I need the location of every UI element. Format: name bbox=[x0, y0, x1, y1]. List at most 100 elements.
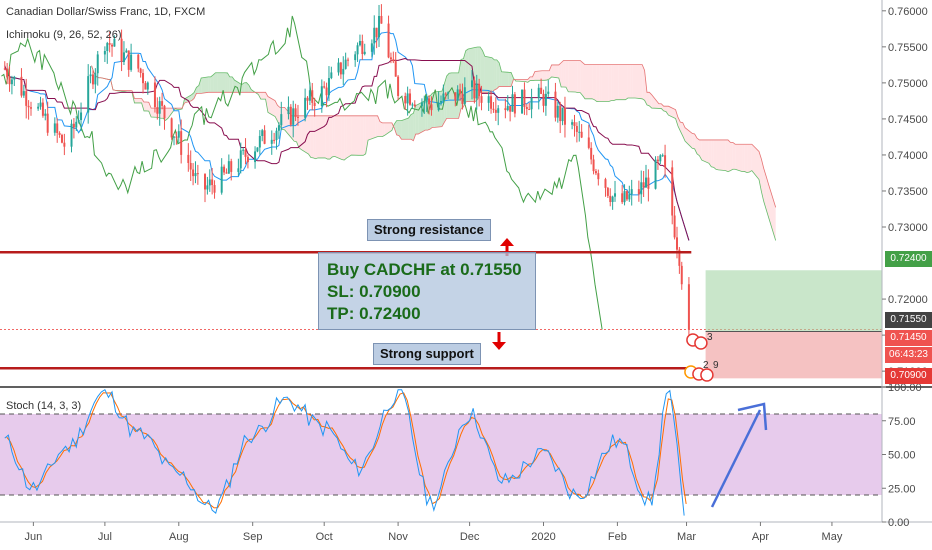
candle-body bbox=[63, 142, 66, 147]
candle-body bbox=[170, 118, 173, 138]
candle-body bbox=[289, 106, 292, 125]
resistance-label[interactable]: Strong resistance bbox=[367, 219, 491, 241]
stoch-tick-label: 0.00 bbox=[888, 517, 909, 529]
kumo-segment bbox=[368, 115, 376, 141]
candle-body bbox=[497, 108, 500, 113]
support-label[interactable]: Strong support bbox=[373, 343, 481, 365]
trade-setup-box[interactable]: Buy CADCHF at 0.71550 SL: 0.70900 TP: 0.… bbox=[318, 252, 536, 330]
candle-body bbox=[642, 182, 645, 188]
candle-body bbox=[6, 68, 9, 78]
price-tag-tp: 0.72400 bbox=[885, 251, 932, 267]
candle-body bbox=[22, 91, 25, 96]
kumo-segment bbox=[313, 115, 316, 159]
candle-body bbox=[375, 27, 378, 38]
time-tick-label: Oct bbox=[316, 531, 333, 543]
trend-arrow-head bbox=[737, 402, 768, 431]
kumo-segment bbox=[582, 62, 585, 99]
kumo-segment bbox=[730, 142, 733, 171]
kumo-segment bbox=[210, 74, 214, 93]
price-tick-label: 0.76000 bbox=[888, 6, 928, 18]
candle-body bbox=[459, 89, 462, 94]
candle-body bbox=[592, 159, 595, 172]
candle-body bbox=[103, 51, 106, 55]
candle-body bbox=[594, 171, 597, 174]
kumo-segment bbox=[508, 72, 512, 87]
kumo-segment bbox=[615, 64, 619, 100]
overlays bbox=[492, 238, 768, 508]
candle-body bbox=[480, 96, 483, 103]
candle-body bbox=[106, 43, 109, 52]
candle-body bbox=[75, 121, 78, 128]
kumo-segment bbox=[465, 48, 469, 102]
kumo-segment bbox=[329, 115, 333, 160]
candle-body bbox=[478, 83, 481, 97]
candle-body bbox=[339, 62, 342, 75]
candle-body bbox=[494, 109, 497, 113]
candle-body bbox=[323, 86, 326, 88]
candle-body bbox=[575, 126, 578, 132]
candle-body bbox=[675, 237, 678, 250]
kumo-segment bbox=[701, 139, 709, 164]
kumo-segment bbox=[241, 82, 245, 93]
kumo-segment bbox=[534, 70, 543, 81]
candle-body bbox=[287, 106, 290, 115]
candle-body bbox=[573, 122, 576, 127]
kumo-segment bbox=[677, 117, 681, 132]
kumo-segment bbox=[260, 92, 264, 100]
stoch-d-line bbox=[6, 392, 687, 509]
candle-body bbox=[437, 102, 440, 111]
candle-body bbox=[423, 102, 426, 104]
chart-title: Canadian Dollar/Swiss Franc, 1D, FXCM bbox=[6, 6, 205, 18]
candle-body bbox=[413, 104, 416, 107]
candle-body bbox=[27, 105, 30, 108]
candle-body bbox=[430, 104, 433, 111]
candle-body bbox=[156, 107, 159, 114]
candle-body bbox=[58, 133, 61, 135]
kumo-segment bbox=[415, 104, 419, 135]
kumo-segment bbox=[692, 133, 695, 149]
kumo-segment bbox=[630, 64, 633, 99]
trade-sl-text: SL: 0.70900 bbox=[327, 282, 421, 301]
candle-body bbox=[244, 149, 247, 157]
kumo-segment bbox=[263, 92, 266, 100]
kumo-segment bbox=[601, 64, 609, 102]
kumo-segment bbox=[751, 144, 759, 180]
kumo-segment bbox=[642, 64, 645, 101]
stoch-band bbox=[0, 414, 882, 495]
time-tick-label: Sep bbox=[243, 531, 263, 543]
candle-body bbox=[420, 102, 423, 107]
kumo-segment bbox=[666, 106, 669, 116]
kumo-segment bbox=[399, 120, 402, 140]
kumo-segment bbox=[229, 76, 233, 93]
candle-body bbox=[687, 284, 690, 330]
candle-body bbox=[454, 92, 457, 101]
candle-body bbox=[220, 166, 223, 193]
candle-body bbox=[392, 59, 395, 62]
candle-body bbox=[44, 113, 47, 116]
kumo-segment bbox=[699, 139, 702, 161]
candle-body bbox=[111, 44, 114, 47]
candle-body bbox=[623, 191, 626, 203]
kumo-segment bbox=[484, 56, 493, 93]
kumo-segment bbox=[711, 139, 714, 168]
candle-body bbox=[89, 74, 92, 77]
candle-body bbox=[628, 194, 631, 200]
trade-tp-text: TP: 0.72400 bbox=[327, 304, 421, 323]
candle-body bbox=[380, 15, 383, 24]
kumo-segment bbox=[196, 85, 199, 94]
kumo-segment bbox=[635, 64, 643, 99]
candle-body bbox=[571, 122, 574, 125]
candle-body bbox=[490, 96, 493, 109]
candle-body bbox=[356, 45, 359, 55]
candle-body bbox=[125, 50, 128, 53]
candle-body bbox=[158, 101, 161, 114]
candle-body bbox=[296, 116, 299, 118]
candle-body bbox=[3, 68, 6, 70]
candle-body bbox=[614, 193, 617, 197]
price-tick-label: 0.74500 bbox=[888, 114, 928, 126]
kumo-segment bbox=[408, 114, 411, 140]
kumo-segment bbox=[697, 138, 700, 156]
kumo-segment bbox=[480, 47, 483, 93]
price-tick-label: 0.74000 bbox=[888, 150, 928, 162]
